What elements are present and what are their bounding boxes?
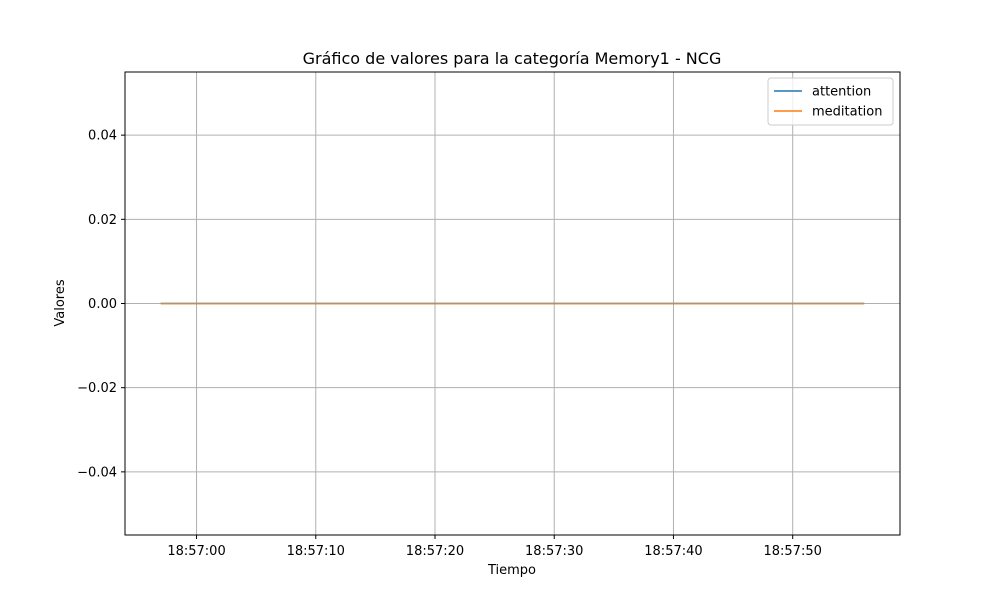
x-tick-label: 18:57:00	[167, 544, 225, 559]
chart-title: Gráfico de valores para la categoría Mem…	[303, 49, 722, 68]
legend-box	[767, 77, 894, 126]
y-tick-label: −0.04	[77, 465, 117, 480]
y-axis-label: Valores	[53, 279, 68, 326]
x-axis-ticks: 18:57:00 18:57:10 18:57:20 18:57:30 18:57:40…	[167, 535, 822, 559]
legend: attention meditation	[767, 77, 894, 126]
y-tick-label: 0.00	[88, 297, 117, 312]
x-tick-label: 18:57:20	[406, 544, 464, 559]
legend-items: attention meditation	[774, 85, 883, 120]
y-tick-label: −0.02	[77, 381, 117, 396]
y-axis-ticks: 0.04 0.02 0.00 −0.02 −0.04	[77, 129, 125, 480]
x-tick-label: 18:57:30	[525, 544, 583, 559]
y-tick-label: 0.02	[88, 213, 117, 228]
x-tick-label: 18:57:50	[763, 544, 821, 559]
legend-label-meditation: meditation	[812, 105, 883, 120]
x-axis-label: Tiempo	[487, 563, 536, 578]
x-tick-label: 18:57:10	[287, 544, 345, 559]
y-tick-label: 0.04	[88, 129, 117, 144]
x-tick-label: 18:57:40	[644, 544, 702, 559]
legend-label-attention: attention	[812, 85, 871, 100]
